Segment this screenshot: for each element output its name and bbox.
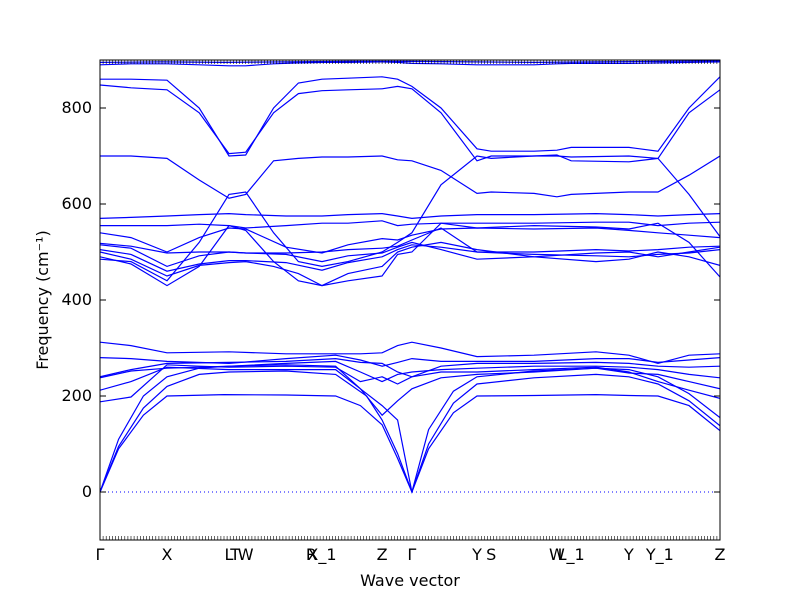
band-line-5 (100, 366, 720, 417)
x-axis-label: Wave vector (360, 571, 460, 590)
band-line-3 (100, 364, 720, 493)
y-axis-label: Frequency (cm⁻¹) (33, 230, 52, 369)
k-point-label: S (486, 545, 496, 564)
k-point-label: X (161, 545, 172, 564)
band-line-8 (100, 354, 720, 367)
y-tick-label: 0 (82, 482, 92, 501)
band-line-15 (100, 227, 720, 254)
band-line-6 (100, 360, 720, 383)
bottom-minor-ticks (99, 536, 721, 540)
k-point-label: W (238, 545, 254, 564)
band-line-16 (100, 220, 720, 229)
band-line-11 (100, 241, 720, 287)
y-tick-label: 800 (61, 98, 92, 117)
k-point-label: X_1 (307, 545, 336, 565)
k-point-label: Γ (96, 545, 105, 564)
k-point-label: Y_1 (645, 545, 674, 565)
y-tick-label: 200 (61, 386, 92, 405)
k-point-label: R (306, 545, 317, 564)
band-line-18 (100, 155, 720, 282)
y-tick-label: 400 (61, 290, 92, 309)
band-line-21 (100, 76, 720, 157)
band-line-12 (100, 244, 720, 272)
k-point-label: T (229, 545, 240, 564)
k-point-label: L (224, 545, 233, 564)
k-point-label: Z (377, 545, 388, 564)
k-point-label: Z (715, 545, 726, 564)
y-tick-label: 600 (61, 194, 92, 213)
k-point-label: L_1 (558, 545, 585, 565)
k-point-label: Γ (407, 545, 416, 564)
band-line-13 (100, 241, 720, 268)
top-minor-ticks (99, 60, 721, 64)
band-line-19 (100, 155, 720, 199)
band-line-9 (100, 341, 720, 365)
band-line-23 (100, 60, 720, 64)
band-line-2 (100, 370, 720, 494)
k-point-label: Y (623, 545, 634, 564)
band-line-4 (100, 364, 720, 403)
k-point-label: Y (471, 545, 482, 564)
k-point-label: W (549, 545, 565, 564)
band-line-17 (100, 212, 720, 220)
band-line-1 (100, 393, 720, 494)
band-line-10 (100, 222, 720, 287)
